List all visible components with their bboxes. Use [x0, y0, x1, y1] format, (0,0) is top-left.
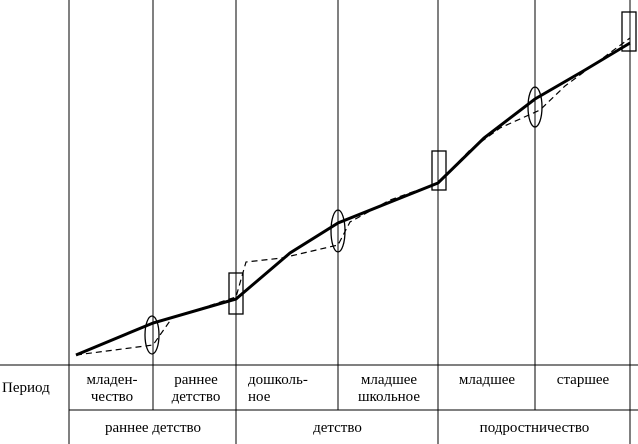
- table-rows: [0, 364, 638, 411]
- period-2-line2: детство: [171, 389, 221, 405]
- column-lines: [68, 0, 631, 444]
- marker-ellipse-1: [144, 315, 160, 355]
- period-2-line1: раннее: [174, 372, 218, 388]
- solid-curve: [75, 41, 631, 357]
- period-cell-5: младшее: [440, 372, 534, 389]
- boundary-markers: [144, 11, 637, 355]
- period-cell-2: раннее детство: [156, 372, 236, 406]
- period-row-header: Период: [2, 380, 50, 396]
- marker-ellipse-2: [330, 209, 346, 253]
- era-adolescence: подростничество: [479, 420, 590, 436]
- period-6-line1: старшее: [556, 372, 610, 388]
- period-4-line1: младшее: [360, 372, 418, 388]
- marker-rect-1: [228, 272, 244, 315]
- period-1-line2: чество: [90, 389, 134, 405]
- period-cell-1: младен- чество: [72, 372, 152, 406]
- period-cell-3: дошколь- ное: [238, 372, 308, 406]
- dashed-curve: [75, 37, 631, 356]
- era-early-childhood: раннее детство: [105, 420, 201, 436]
- era-childhood: детство: [313, 420, 362, 436]
- marker-rect-2: [431, 150, 447, 191]
- period-cell-6: старшее: [537, 372, 629, 389]
- period-4-line2: школьное: [357, 389, 421, 405]
- period-5-line1: младшее: [458, 372, 516, 388]
- period-3-line2: ное: [248, 389, 271, 405]
- period-3-line1: дошколь-: [248, 372, 308, 388]
- marker-rect-3: [621, 11, 637, 52]
- period-cell-4: младшее школьное: [340, 372, 438, 406]
- marker-ellipse-3: [527, 86, 543, 128]
- period-1-line1: младен-: [86, 372, 138, 388]
